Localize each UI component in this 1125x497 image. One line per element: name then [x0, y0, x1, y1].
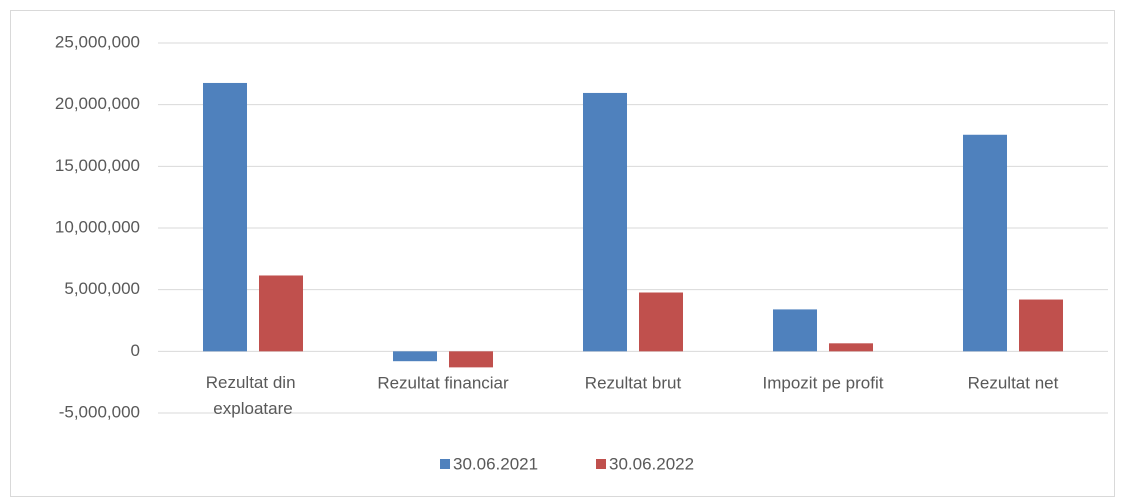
x-tick-label: Rezultat din exploatare: [206, 373, 301, 418]
bar: [639, 292, 683, 352]
x-tick-label: Rezultat financiar: [377, 373, 509, 392]
y-tick-label: 0: [131, 341, 140, 360]
y-tick-label: 20,000,000: [55, 94, 140, 113]
bar: [393, 351, 437, 362]
bar: [773, 309, 817, 352]
bar: [583, 92, 627, 352]
y-tick-label: -5,000,000: [59, 402, 140, 421]
y-tick-label: 10,000,000: [55, 217, 140, 236]
legend-swatch: [440, 459, 450, 469]
bar: [963, 134, 1007, 352]
y-tick-label: 25,000,000: [55, 32, 140, 51]
legend-label: 30.06.2022: [609, 454, 694, 473]
bar: [259, 275, 303, 352]
legend-label: 30.06.2021: [453, 454, 538, 473]
bar: [829, 343, 873, 352]
legend-swatch: [596, 459, 606, 469]
x-tick-label: Rezultat net: [968, 373, 1059, 392]
y-tick-label: 5,000,000: [64, 279, 140, 298]
chart-border: [10, 10, 1115, 497]
bar: [449, 351, 493, 368]
y-tick-label: 15,000,000: [55, 156, 140, 175]
x-tick-label: Rezultat brut: [585, 373, 682, 392]
bar: [1019, 299, 1063, 352]
bar: [203, 82, 247, 352]
x-tick-label: Impozit pe profit: [763, 373, 884, 392]
